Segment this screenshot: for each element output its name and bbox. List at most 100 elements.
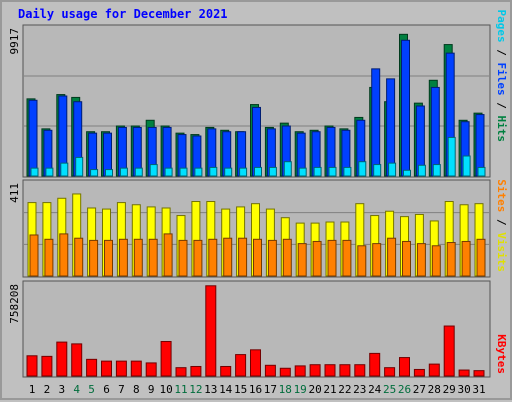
bar-pages <box>283 161 292 177</box>
bar-files <box>430 86 440 177</box>
bar-pages <box>179 167 188 177</box>
x-tick-label: 5 <box>88 383 95 396</box>
x-tick-label: 1 <box>29 383 36 396</box>
bar-kbytes <box>101 360 112 377</box>
ylabel-max-visits: 411 <box>8 183 21 203</box>
bar-sites <box>476 238 486 277</box>
bar-pages <box>328 166 337 177</box>
bar-sites <box>446 242 456 277</box>
bar-kbytes <box>160 340 172 377</box>
bar-sites <box>74 237 84 277</box>
bar-pages <box>119 167 128 177</box>
legend-files: Files <box>495 63 508 96</box>
bar-pages <box>432 164 441 177</box>
bar-kbytes <box>458 369 470 377</box>
bar-pages <box>75 156 84 177</box>
bar-kbytes <box>190 365 202 377</box>
bar-kbytes <box>235 354 247 377</box>
legend-sep-1: / <box>495 43 508 63</box>
bar-kbytes <box>354 364 366 377</box>
bar-pages <box>224 167 233 177</box>
bar-pages <box>90 169 99 177</box>
bar-sites <box>342 239 352 277</box>
bar-sites <box>89 239 99 277</box>
bar-sites <box>238 237 248 277</box>
bar-sites <box>297 243 307 277</box>
x-tick-label: 7 <box>118 383 125 396</box>
bar-files <box>386 78 396 177</box>
legend-right-kbytes: KBytes <box>495 334 508 374</box>
bar-sites <box>416 243 426 277</box>
bar-pages <box>268 166 277 177</box>
bar-pages <box>194 167 203 177</box>
bar-pages <box>45 167 54 177</box>
bar-kbytes <box>279 367 291 377</box>
bar-kbytes <box>250 349 261 377</box>
bar-sites <box>223 237 233 277</box>
x-tick-label: 27 <box>413 383 426 396</box>
bar-pages <box>388 162 397 177</box>
bar-sites <box>327 239 337 277</box>
x-tick-label: 18 <box>279 383 292 396</box>
x-tick-label: 31 <box>472 383 485 396</box>
legend-right-hits: Pages / Files / Hits <box>495 10 508 143</box>
bar-sites <box>253 238 262 277</box>
bar-kbytes <box>473 370 485 377</box>
x-tick-label: 4 <box>73 383 80 396</box>
bar-pages <box>209 166 218 177</box>
bar-sites <box>387 237 397 277</box>
bar-sites <box>59 233 69 277</box>
ylabel-max-kbytes: 758208 <box>8 284 21 324</box>
bar-kbytes <box>324 364 336 377</box>
bar-kbytes <box>130 360 142 377</box>
x-tick-label: 15 <box>234 383 247 396</box>
x-tick-label: 2 <box>44 383 51 396</box>
legend-sites: Sites <box>495 179 508 212</box>
x-tick-label: 28 <box>428 383 441 396</box>
x-tick-label: 16 <box>249 383 262 396</box>
x-tick-label: 17 <box>264 383 277 396</box>
bar-kbytes <box>71 343 83 377</box>
bar-pages <box>254 166 262 177</box>
bar-kbytes <box>309 364 321 377</box>
bar-sites <box>148 238 158 277</box>
daily-usage-chart: Daily usage for December 2021 9917 411 7… <box>8 7 508 396</box>
legend-visits: Visits <box>495 232 508 272</box>
bar-pages <box>462 155 471 177</box>
bar-sites <box>431 245 441 277</box>
x-tick-label: 20 <box>308 383 321 396</box>
x-tick-label: 12 <box>189 383 202 396</box>
x-tick-label: 10 <box>159 383 172 396</box>
x-tick-label: 29 <box>443 383 456 396</box>
bar-files <box>475 114 485 177</box>
bar-kbytes <box>115 360 127 377</box>
x-tick-label: 30 <box>457 383 470 396</box>
legend-sep-3: / <box>495 212 508 232</box>
legend-pages: Pages <box>495 10 508 43</box>
bar-files <box>28 99 38 177</box>
legend-right-visits: Sites / Visits <box>495 179 508 272</box>
bar-pages <box>298 167 307 177</box>
x-tick-label: 13 <box>204 383 217 396</box>
bar-pages <box>149 164 158 177</box>
bar-kbytes <box>26 355 38 377</box>
bar-kbytes <box>86 358 98 377</box>
bar-sites <box>178 239 188 277</box>
bar-sites <box>372 243 382 277</box>
bar-sites <box>133 238 143 277</box>
x-tick-label: 3 <box>58 383 65 396</box>
legend-sep-2: / <box>495 96 508 116</box>
chart-title: Daily usage for December 2021 <box>18 7 228 21</box>
bar-sites <box>312 240 322 277</box>
bar-sites <box>104 239 113 277</box>
x-tick-label: 11 <box>174 383 187 396</box>
bar-kbytes <box>220 365 232 377</box>
bar-pages <box>417 164 426 177</box>
x-tick-label: 14 <box>219 383 233 396</box>
bar-kbytes <box>443 325 455 377</box>
bar-sites <box>282 238 292 277</box>
x-tick-label: 19 <box>294 383 307 396</box>
bar-pages <box>447 136 456 177</box>
panel-kbytes <box>22 280 491 378</box>
